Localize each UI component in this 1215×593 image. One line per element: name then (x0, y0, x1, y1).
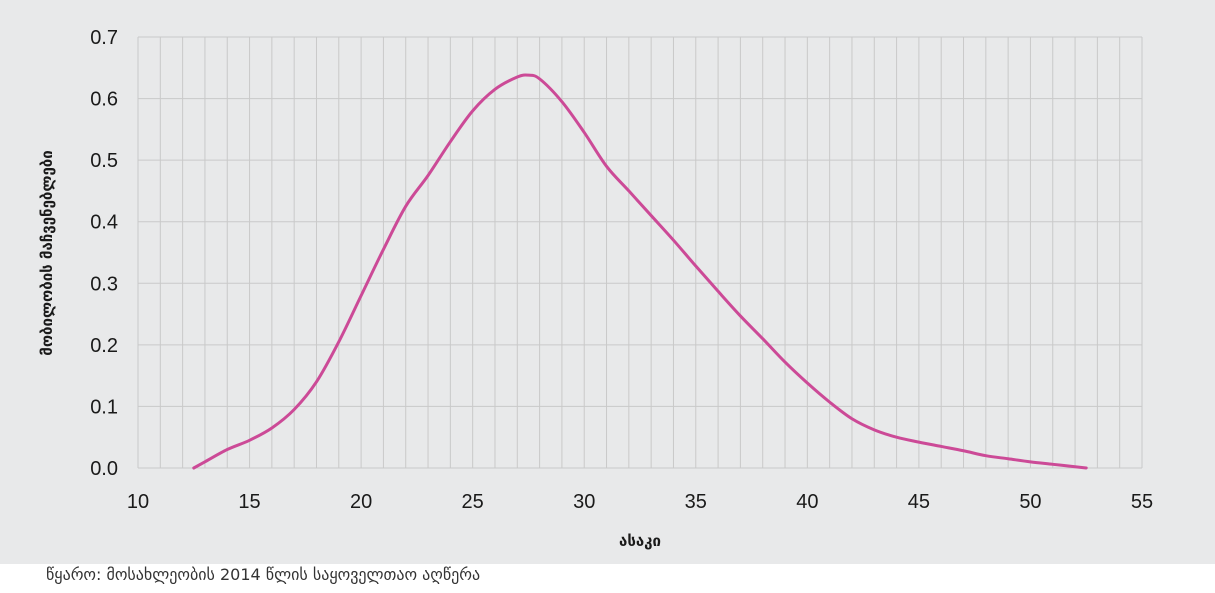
x-tick-label: 45 (908, 491, 930, 513)
x-tick-label: 40 (796, 491, 818, 513)
x-tick-label: 15 (238, 491, 260, 513)
x-tick-label: 55 (1131, 491, 1153, 513)
y-axis-ticks: 0.0 0.1 0.2 0.3 0.4 0.5 0.6 0.7 (90, 27, 118, 480)
series-layer (192, 73, 1088, 470)
chart-background (0, 0, 1215, 564)
x-axis-title: ასაკი (619, 532, 661, 550)
x-tick-label: 30 (573, 491, 595, 513)
y-tick-label: 0.7 (90, 27, 118, 49)
y-tick-label: 0.5 (90, 150, 118, 172)
x-tick-label: 35 (685, 491, 707, 513)
y-axis-title: მობილობის მაჩვენებლები (38, 150, 56, 355)
x-tick-label: 25 (462, 491, 484, 513)
y-tick-label: 0.3 (90, 273, 118, 295)
chart-plot: 0.0 0.1 0.2 0.3 0.4 0.5 0.6 0.7 10 15 20 25 30 35 40 4… (38, 27, 1153, 550)
y-tick-label: 0.2 (90, 335, 118, 357)
x-axis-ticks: 10 15 20 25 30 35 40 45 50 55 (127, 491, 1153, 513)
y-tick-label: 0.4 (90, 212, 118, 234)
y-tick-label: 0.0 (90, 458, 118, 480)
x-tick-label: 50 (1019, 491, 1041, 513)
x-tick-label: 20 (350, 491, 372, 513)
gridlines (137, 36, 1143, 469)
x-tick-label: 10 (127, 491, 149, 513)
series-line (192, 73, 1088, 470)
y-tick-label: 0.6 (90, 89, 118, 111)
source-note: წყარო: მოსახლეობის 2014 წლის საყოველთაო … (46, 565, 481, 584)
y-tick-label: 0.1 (90, 396, 118, 418)
